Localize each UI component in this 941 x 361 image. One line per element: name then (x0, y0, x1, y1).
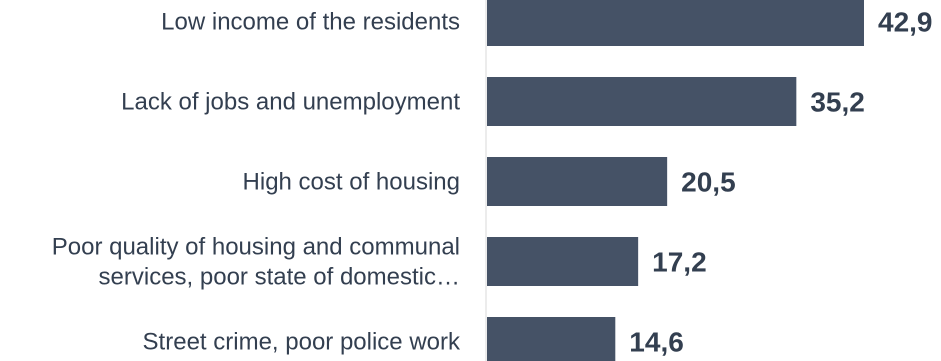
category-label-line: services, poor state of domestic… (99, 264, 460, 291)
bar-3 (487, 157, 668, 206)
value-label-5: 14,6 (629, 327, 684, 358)
value-label-4: 17,2 (652, 247, 707, 278)
category-label-line: Lack of jobs and unemployment (121, 89, 460, 116)
category-label-4: Poor quality of housing and communal serv… (52, 234, 460, 291)
category-label-2: Lack of jobs and unemployment (121, 89, 460, 116)
value-label-1: 42,9 (878, 7, 933, 38)
bar-1 (487, 0, 864, 46)
bar-4 (487, 237, 639, 286)
category-label-line: Poor quality of housing and communal (52, 234, 460, 261)
category-label-1: Low income of the residents (161, 9, 460, 36)
category-label-line: Street crime, poor police work (143, 329, 461, 356)
bar-5 (487, 317, 616, 361)
category-label-3: High cost of housing (243, 169, 460, 196)
value-label-2: 35,2 (810, 87, 865, 118)
value-label-3: 20,5 (681, 167, 736, 198)
bar-2 (487, 77, 797, 126)
category-label-line: High cost of housing (243, 169, 460, 196)
category-label-line: Low income of the residents (161, 9, 460, 36)
category-label-5: Street crime, poor police work (143, 329, 461, 356)
